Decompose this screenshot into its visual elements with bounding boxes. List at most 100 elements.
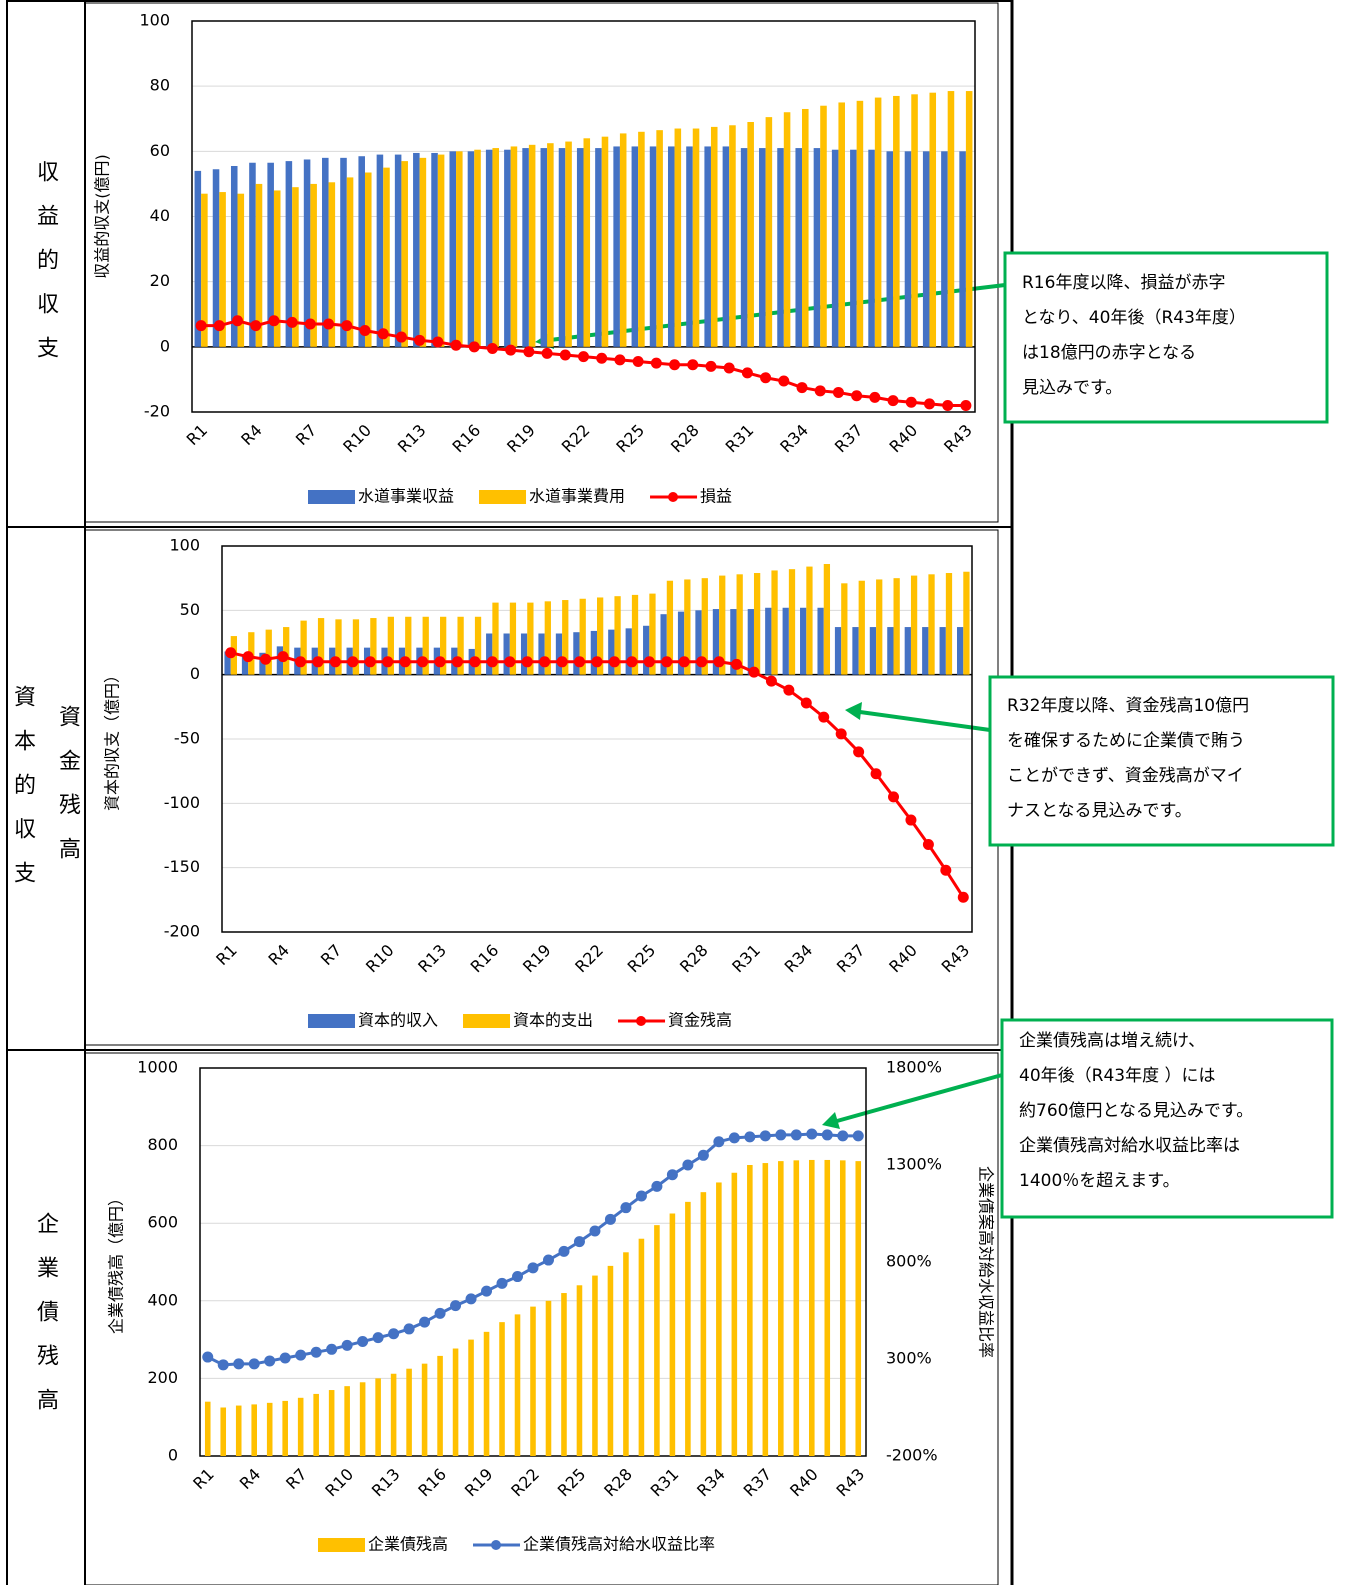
- bar: [692, 128, 700, 347]
- marker: [213, 320, 225, 332]
- bar: [963, 571, 970, 675]
- bar: [401, 161, 408, 347]
- bar: [782, 607, 789, 675]
- bar: [788, 569, 796, 675]
- bar: [514, 1314, 521, 1456]
- bar: [928, 574, 935, 675]
- bar: [220, 1407, 227, 1456]
- bar: [719, 575, 726, 675]
- bar: [669, 1213, 676, 1456]
- x-tick-label: R22: [558, 421, 594, 457]
- x-tick-label: R13: [394, 421, 430, 457]
- bar: [310, 183, 317, 347]
- x-tick-label: R4: [265, 941, 293, 969]
- bar: [266, 1402, 273, 1456]
- bar: [467, 151, 475, 347]
- bar: [230, 165, 238, 347]
- legend-label: 資本的支出: [513, 1011, 593, 1030]
- bar: [945, 573, 953, 675]
- marker: [832, 386, 844, 398]
- bar: [941, 151, 948, 347]
- marker: [682, 1159, 694, 1171]
- bar: [212, 169, 220, 347]
- bar: [499, 1322, 505, 1456]
- callout-text: 企業債残高対給水収益比率は: [1019, 1136, 1240, 1156]
- bar: [806, 566, 813, 675]
- marker: [731, 658, 743, 670]
- legend-swatch: [491, 1540, 502, 1550]
- marker: [744, 1131, 756, 1143]
- marker: [632, 355, 644, 367]
- x-tick-label: R1: [183, 421, 211, 449]
- bar: [483, 1331, 490, 1456]
- bar: [300, 620, 307, 675]
- marker: [432, 336, 444, 348]
- x-tick-label: R43: [940, 421, 976, 457]
- marker: [450, 1300, 462, 1312]
- callout-text: ことができず、資金残高がマイ: [1007, 766, 1244, 786]
- bar: [643, 625, 650, 675]
- x-tick-label: R28: [667, 421, 703, 457]
- marker: [604, 1213, 616, 1225]
- marker: [940, 864, 952, 876]
- bar: [265, 629, 272, 675]
- bar: [777, 148, 784, 347]
- marker: [760, 372, 772, 384]
- marker: [759, 1130, 771, 1142]
- bar: [753, 573, 761, 675]
- bar: [595, 148, 602, 347]
- row-label: 資本的収支: [10, 685, 36, 905]
- bar: [492, 148, 500, 347]
- bar: [547, 143, 554, 347]
- marker: [496, 1277, 508, 1289]
- callout-text: ナスとなる見込みです。: [1007, 801, 1192, 821]
- x-tick-label: R34: [693, 1465, 729, 1501]
- x-tick-label: R10: [339, 421, 375, 457]
- y2-tick-label: 800%: [886, 1252, 932, 1271]
- bar: [911, 94, 918, 347]
- bar: [667, 146, 675, 347]
- callout-text: 1400％を超えます。: [1019, 1171, 1180, 1191]
- legend-label: 損益: [700, 487, 732, 506]
- marker: [905, 814, 917, 826]
- y-tick-label: -150: [164, 857, 200, 876]
- bar: [504, 149, 511, 347]
- bar: [910, 575, 918, 675]
- bar: [555, 633, 563, 675]
- marker: [713, 656, 725, 668]
- bar: [747, 1165, 753, 1456]
- bar: [474, 149, 481, 347]
- x-tick-label: R40: [885, 941, 921, 977]
- marker: [312, 656, 324, 668]
- bar: [255, 183, 263, 347]
- bar: [561, 1293, 567, 1456]
- bar: [939, 627, 946, 675]
- x-tick-label: R31: [722, 421, 758, 457]
- marker: [608, 656, 620, 668]
- bar: [358, 156, 365, 347]
- marker: [542, 1254, 554, 1266]
- bar: [452, 1348, 459, 1456]
- bar: [922, 627, 929, 675]
- bar: [852, 627, 859, 675]
- x-tick-label: R13: [414, 941, 450, 977]
- bar: [712, 609, 720, 675]
- bar: [886, 151, 894, 347]
- marker: [870, 768, 882, 780]
- bar: [562, 600, 569, 675]
- x-tick-label: R16: [449, 421, 485, 457]
- bar: [834, 627, 842, 675]
- x-tick-label: R34: [781, 941, 817, 977]
- x-tick-label: R43: [833, 1465, 869, 1501]
- bar: [204, 1401, 211, 1456]
- marker: [341, 1339, 353, 1351]
- bar: [545, 1300, 552, 1456]
- bar: [831, 149, 839, 347]
- x-tick-label: R10: [362, 941, 398, 977]
- marker: [558, 1245, 570, 1257]
- marker: [523, 346, 535, 358]
- y-tick-label: 400: [147, 1290, 178, 1309]
- bar: [701, 578, 708, 675]
- bar: [359, 1382, 366, 1456]
- y-tick-label: 40: [150, 206, 170, 225]
